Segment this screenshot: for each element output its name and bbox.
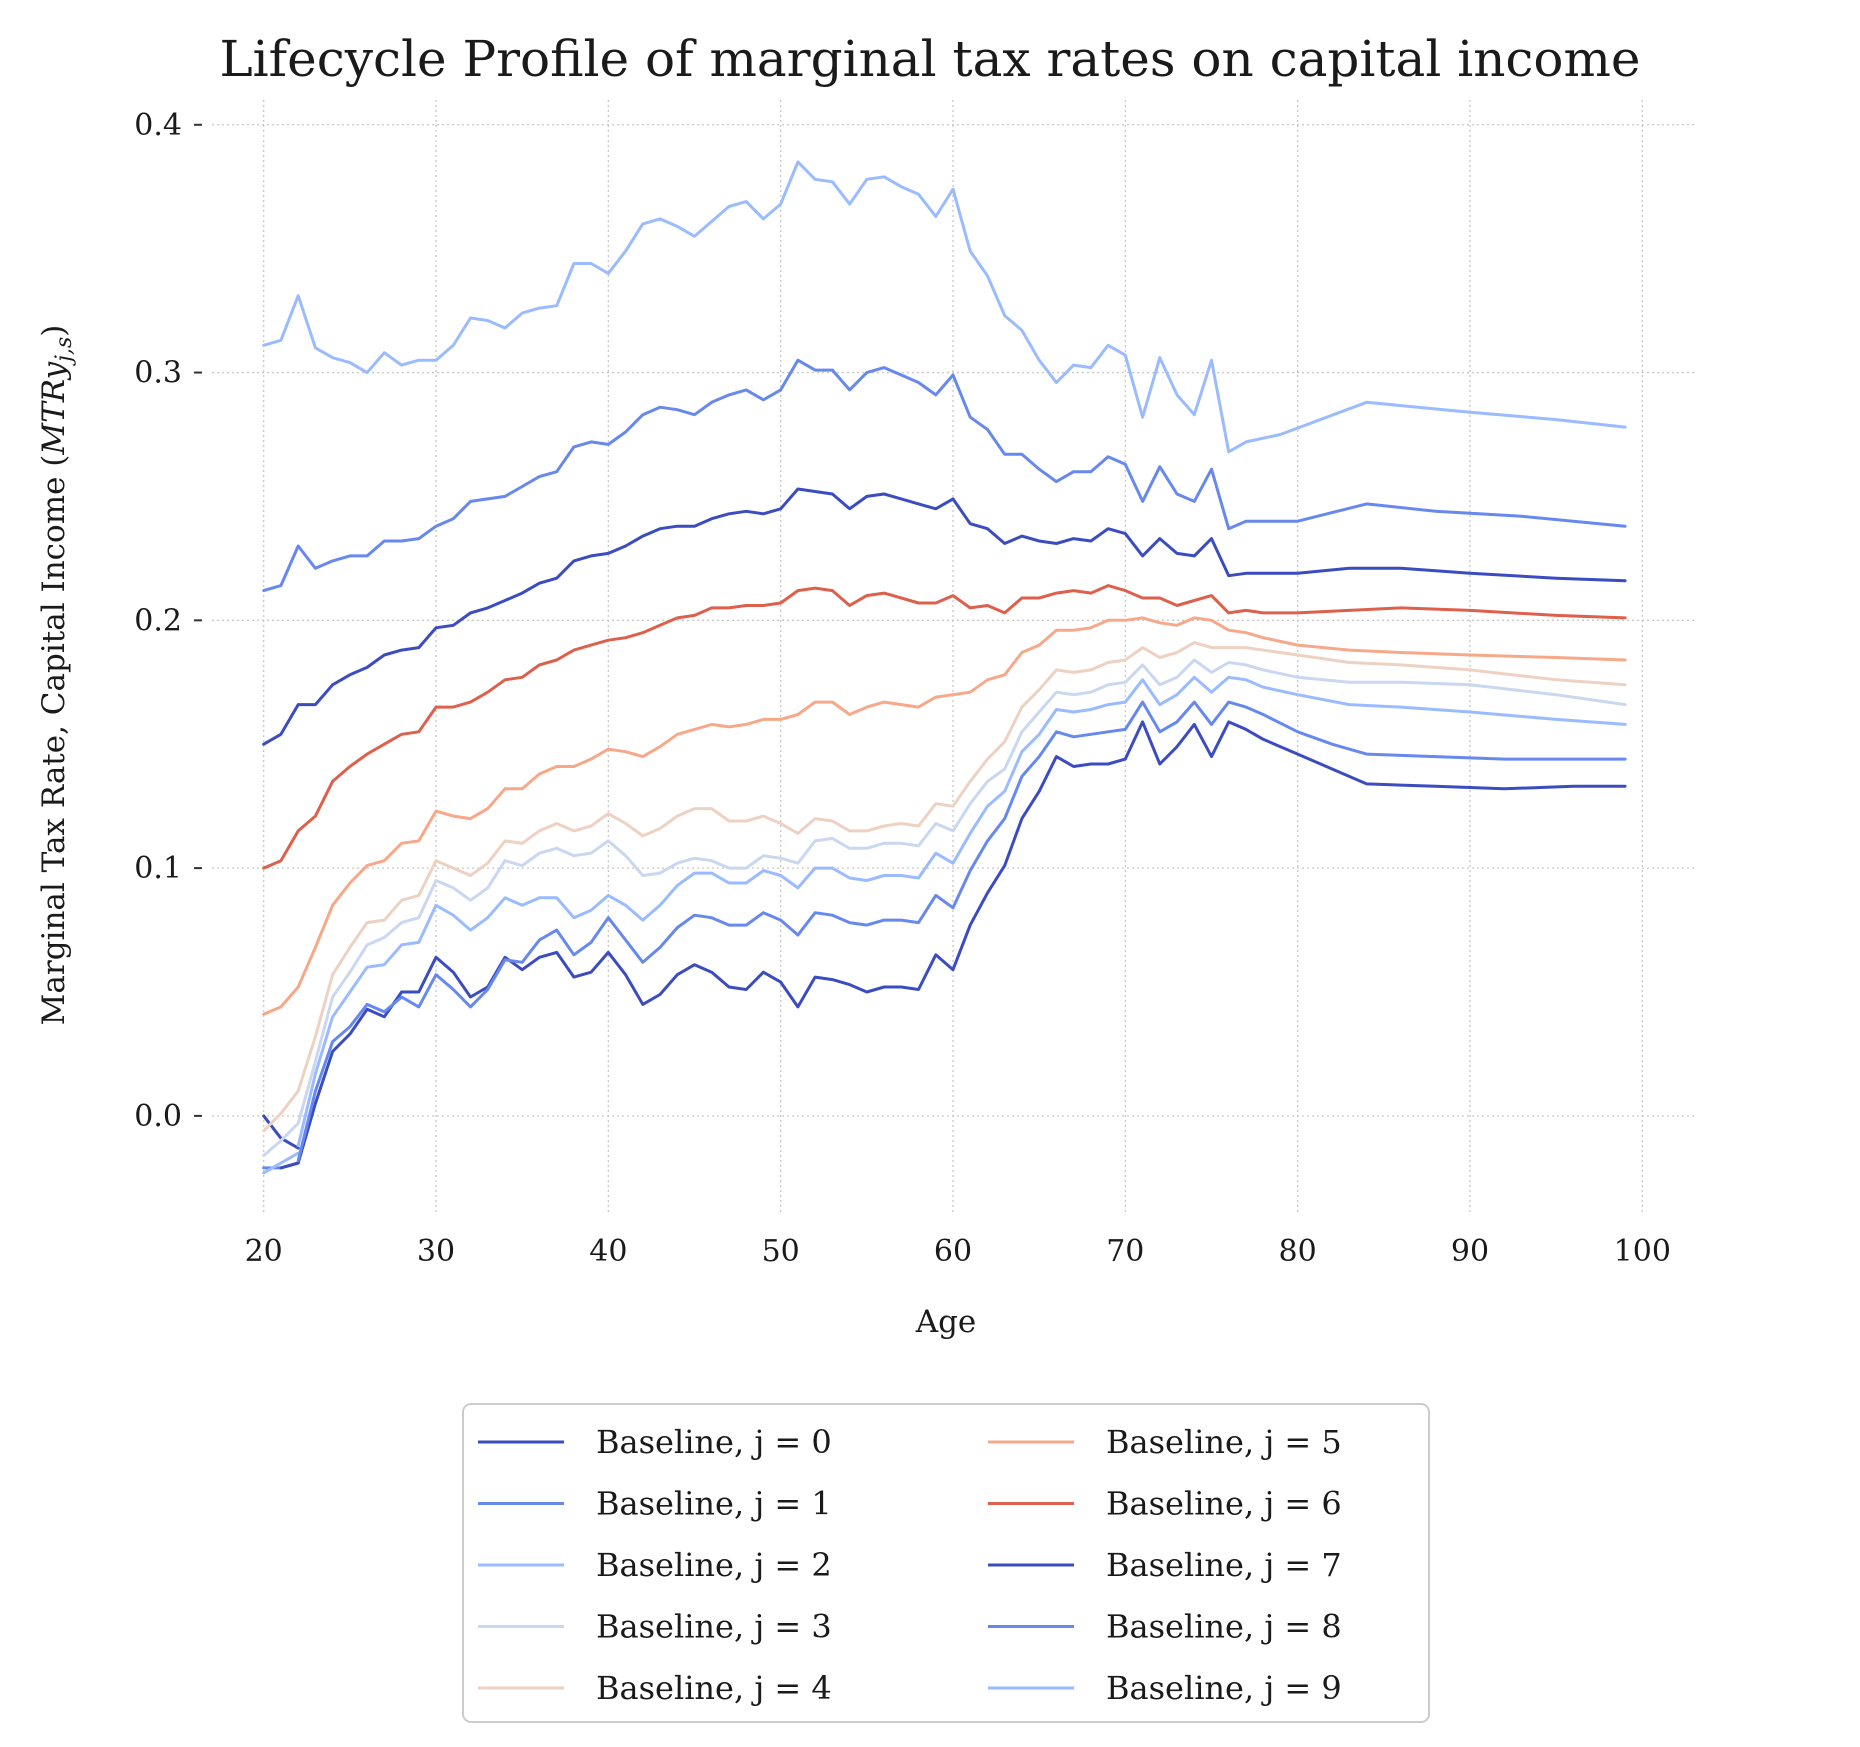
series-lines — [262, 160, 1627, 1175]
y-tick-label: 0.1 — [134, 851, 182, 886]
series-line-j2 — [262, 1151, 300, 1175]
grid-lines — [212, 100, 1694, 1215]
legend-label: Baseline, j = 4 — [596, 1669, 832, 1707]
y-axis-label: Marginal Tax Rate, Capital Income (MTRyj… — [36, 325, 77, 1026]
legend-label: Baseline, j = 0 — [596, 1423, 832, 1461]
series-line-j0 — [262, 1114, 300, 1150]
series-line-overlap-0 — [279, 720, 1627, 1170]
series-line-overlap-2 — [296, 675, 1627, 1148]
x-tick-label: 20 — [245, 1234, 283, 1269]
series-line-j5 — [262, 616, 1627, 1016]
series-line-j9 — [262, 160, 1627, 454]
series-line-j6 — [262, 584, 1627, 870]
legend-label: Baseline, j = 3 — [596, 1608, 832, 1646]
legend-frame — [462, 1403, 1430, 1723]
x-tick-label: 70 — [1106, 1234, 1144, 1269]
legend-label: Baseline, j = 1 — [596, 1485, 832, 1523]
legend-label: Baseline, j = 7 — [1106, 1546, 1342, 1584]
x-tick-label: 30 — [417, 1234, 455, 1269]
x-tick-label: 100 — [1614, 1234, 1671, 1269]
series-line-j8 — [262, 358, 1627, 593]
chart-title: Lifecycle Profile of marginal tax rates … — [219, 30, 1640, 88]
y-tick-label: 0.2 — [134, 603, 182, 638]
x-axis-label: Age — [915, 1304, 977, 1340]
x-tick-label: 80 — [1279, 1234, 1317, 1269]
x-axis-ticks: 20 30 40 50 60 70 80 90 100 — [245, 1234, 1671, 1269]
series-line-j7 — [262, 487, 1627, 746]
x-tick-label: 90 — [1451, 1234, 1489, 1269]
x-tick-label: 40 — [589, 1234, 627, 1269]
legend: Baseline, j = 0 Baseline, j = 1 Baseline, … — [462, 1403, 1430, 1723]
legend-label: Baseline, j = 5 — [1106, 1423, 1342, 1461]
y-axis-ticks: 0.0 0.1 0.2 0.3 0.4 — [134, 108, 202, 1134]
legend-label: Baseline, j = 6 — [1106, 1485, 1342, 1523]
y-tick-label: 0.3 — [134, 356, 182, 391]
series-line-j3 — [262, 658, 1627, 1157]
y-tick-label: 0.0 — [134, 1099, 182, 1134]
series-line-overlap-1 — [296, 700, 1627, 1162]
legend-label: Baseline, j = 9 — [1106, 1669, 1342, 1707]
series-line-j4 — [262, 641, 1627, 1133]
y-tick-label: 0.4 — [134, 108, 182, 143]
legend-label: Baseline, j = 8 — [1106, 1608, 1342, 1646]
x-tick-label: 60 — [934, 1234, 972, 1269]
legend-label: Baseline, j = 2 — [596, 1546, 832, 1584]
x-tick-label: 50 — [762, 1234, 800, 1269]
